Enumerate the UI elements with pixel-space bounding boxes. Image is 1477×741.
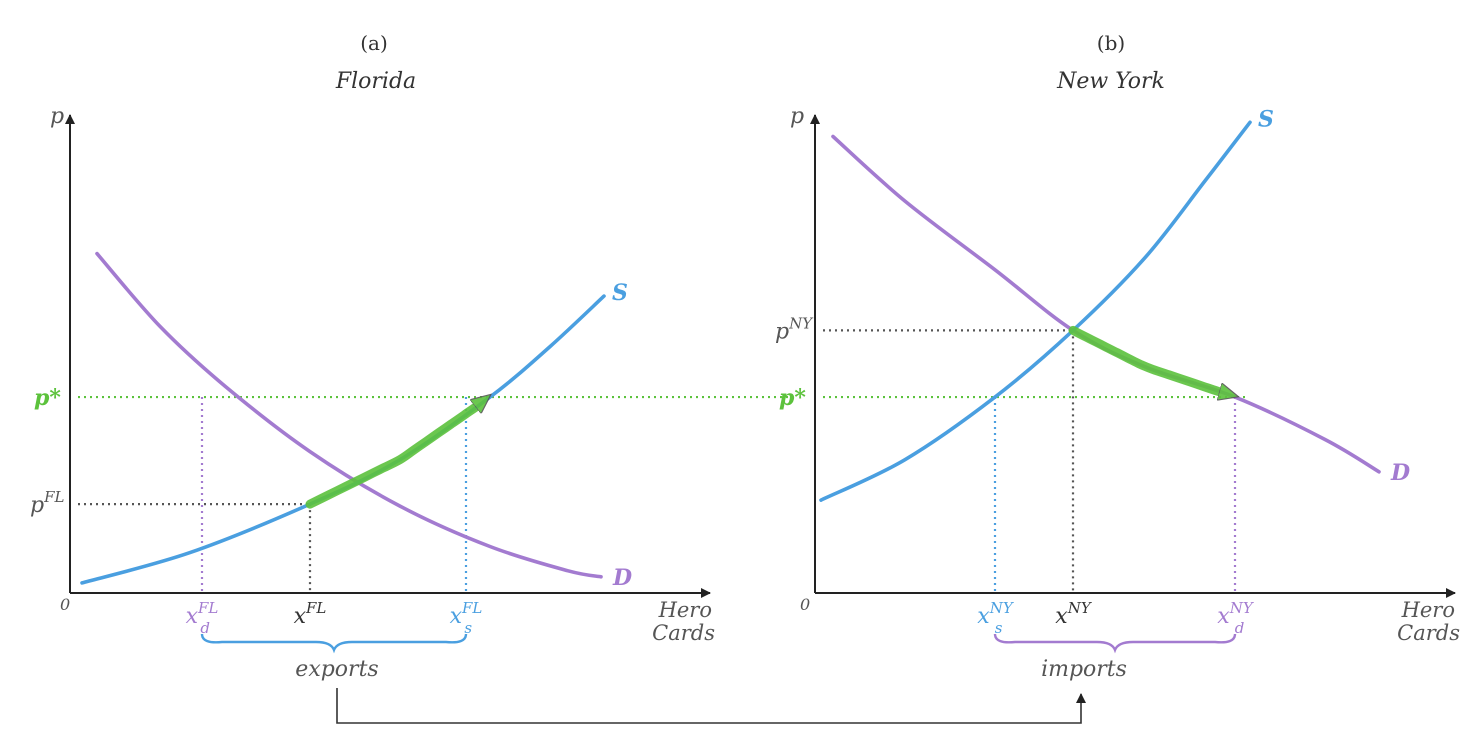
x-axis-label-florida-line1: Hero xyxy=(658,598,712,622)
panel-label-b: (b) xyxy=(1097,31,1125,55)
price-label-domestic-florida: pFL xyxy=(30,488,65,518)
origin-label-new-york: 0 xyxy=(800,595,810,614)
y-axis-label-florida: p xyxy=(50,104,64,129)
price-label-domestic-new-york-base: p xyxy=(775,319,789,344)
price-movement-arrow-florida xyxy=(305,403,480,509)
exports-brace xyxy=(200,633,468,654)
quantity-label-demand-new-york: xNY d xyxy=(1217,599,1255,637)
supply-curve-new-york xyxy=(819,120,1252,502)
imports-label: imports xyxy=(1041,657,1127,682)
price-label-domestic-florida-base: p xyxy=(30,493,44,518)
price-label-world-new-york: p* xyxy=(779,385,806,411)
price-label-domestic-florida-sup: FL xyxy=(43,488,64,506)
x-axis-label-new-york-line2: Cards xyxy=(1397,621,1460,645)
qe-ny-sup: NY xyxy=(1067,599,1093,617)
quantity-label-demand-florida: xFL d xyxy=(186,599,219,637)
demand-label-florida: D xyxy=(612,565,632,591)
supply-label-florida: S xyxy=(612,280,628,306)
qe-ny-base: x xyxy=(1055,604,1068,629)
y-axis-label-new-york: p xyxy=(790,104,804,129)
exports-label: exports xyxy=(295,657,378,682)
qs-ny-sup: NY xyxy=(989,599,1015,617)
quantity-label-equilibrium-florida: xFL xyxy=(294,599,327,629)
quantity-label-supply-new-york: xNY s xyxy=(977,599,1015,637)
price-label-world-florida: p* xyxy=(34,385,61,411)
demand-curve-florida xyxy=(95,251,603,579)
qd-ny-base: x xyxy=(1217,604,1230,629)
price-label-domestic-new-york: pNY xyxy=(775,314,814,344)
quantity-label-equilibrium-new-york: xNY xyxy=(1055,599,1093,629)
price-movement-arrow-new-york xyxy=(1068,325,1225,393)
qd-florida-sup: FL xyxy=(197,599,218,617)
trade-flow-connector xyxy=(336,688,1086,724)
panel-label-a: (a) xyxy=(360,31,388,55)
qd-ny-sub: d xyxy=(1235,619,1245,637)
qs-ny-sub: s xyxy=(995,619,1003,637)
supply-curve-florida xyxy=(80,294,606,585)
imports-brace xyxy=(993,633,1237,654)
panel-florida: (a) Florida p 0 Hero Cards S D pFL p* xF… xyxy=(30,31,790,682)
x-axis-label-new-york-line1: Hero xyxy=(1401,598,1455,622)
demand-label-new-york: D xyxy=(1390,460,1410,486)
qs-florida-sup: FL xyxy=(461,599,482,617)
qd-florida-base: x xyxy=(186,604,199,629)
quantity-label-supply-florida: xFL s xyxy=(450,599,483,637)
qe-florida-sup: FL xyxy=(305,599,326,617)
demand-curve-new-york xyxy=(831,134,1381,474)
price-label-domestic-new-york-sup: NY xyxy=(788,314,814,332)
panel-new-york: (b) New York p 0 Hero Cards S D pNY p* x… xyxy=(775,31,1460,682)
panel-title-florida: Florida xyxy=(335,69,416,94)
qs-ny-base: x xyxy=(977,604,990,629)
qd-florida-sub: d xyxy=(200,619,210,637)
supply-label-new-york: S xyxy=(1258,106,1274,132)
x-axis-label-florida-line2: Cards xyxy=(652,621,715,645)
qs-florida-base: x xyxy=(450,604,463,629)
origin-label-florida: 0 xyxy=(60,595,70,614)
qe-florida-base: x xyxy=(294,604,307,629)
qd-ny-sup: NY xyxy=(1229,599,1255,617)
panel-title-new-york: New York xyxy=(1056,69,1165,94)
qs-florida-sub: s xyxy=(464,619,472,637)
